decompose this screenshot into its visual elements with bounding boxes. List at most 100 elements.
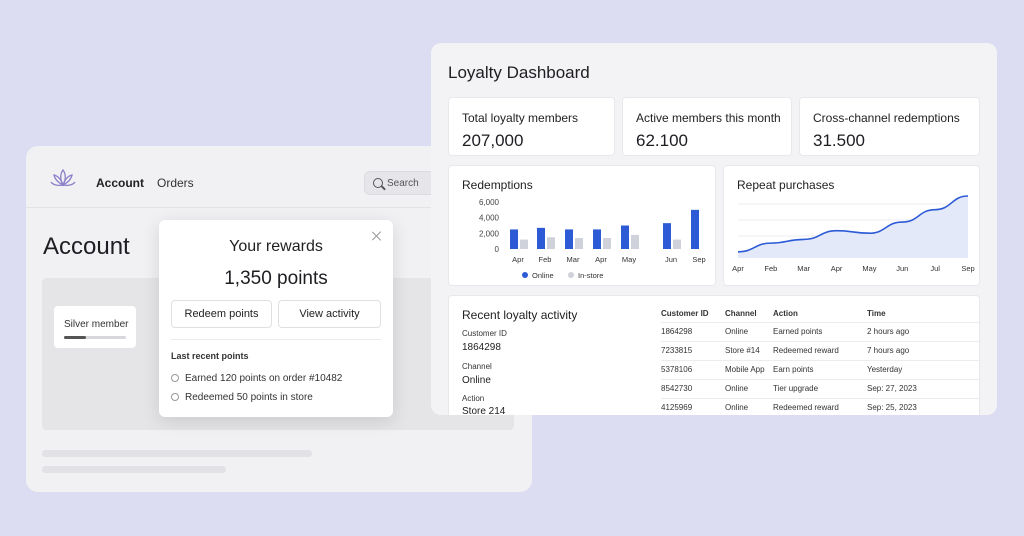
- recent-activity-card: Recent loyalty activity Customer ID 1864…: [448, 295, 981, 415]
- table-cell: Redeemed reward: [773, 340, 867, 360]
- x-tick-label: Sep: [961, 264, 974, 273]
- x-tick-label: Mar: [797, 264, 810, 273]
- table-cell: 4125969: [661, 397, 725, 415]
- table-cell: Earn points: [773, 359, 867, 379]
- recent-points-text: Redeemed 50 points in store: [185, 391, 313, 403]
- series-line: [737, 195, 969, 253]
- search-icon: [373, 178, 383, 188]
- y-tick-label: 4,000: [479, 214, 500, 223]
- redemptions-bar-chart: 0 2,000 4,000 6,000 Apr Feb Mar Apr May Jun Sep Onl…: [479, 198, 706, 280]
- table-cell: 5378106: [661, 359, 725, 379]
- stat-value: 31.500: [813, 131, 865, 150]
- chart-title: Repeat purchases: [737, 178, 835, 192]
- bar-in-store: [575, 238, 583, 249]
- lotus-logo-icon: [50, 168, 76, 187]
- y-tick-label: 2,000: [479, 229, 500, 238]
- detail-value: Online: [462, 375, 491, 386]
- table-cell: Mobile App: [725, 359, 773, 379]
- repeat-purchases-area-chart: Apr Feb Mar Apr May Jun Jul Sep: [732, 195, 975, 273]
- table-cell: Sep: 27, 2023: [867, 378, 981, 398]
- x-tick-label: Apr: [831, 264, 843, 273]
- detail-label: Customer ID: [462, 329, 507, 338]
- recent-points-item: Redeemed 50 points in store: [171, 390, 313, 404]
- x-tick-label: Sep: [692, 255, 705, 264]
- x-tick-label: Feb: [764, 264, 777, 273]
- table-cell: 8542730: [661, 378, 725, 398]
- circle-bullet-icon: [171, 374, 179, 382]
- recent-points-title: Last recent points: [171, 351, 249, 361]
- x-tick-label: Jul: [930, 264, 940, 273]
- area-fill: [738, 196, 968, 258]
- x-tick-label: Jun: [665, 255, 677, 264]
- table-cell: 7 hours ago: [867, 340, 981, 360]
- x-tick-label: Apr: [595, 255, 607, 264]
- table-cell: Online: [725, 397, 773, 415]
- table-row[interactable]: 1864298 Online Earned points 2 hours ago: [661, 321, 981, 341]
- detail-label: Action: [462, 394, 485, 403]
- dashboard-title: Loyalty Dashboard: [448, 63, 590, 82]
- table-cell: Sep: 25, 2023: [867, 397, 981, 415]
- table-row[interactable]: 8542730 Online Tier upgrade Sep: 27, 202…: [661, 378, 981, 398]
- table-cell: Store #14: [725, 340, 773, 360]
- bar-in-store: [547, 237, 555, 249]
- legend-swatch: [522, 272, 528, 278]
- rewards-title: Your rewards: [229, 238, 323, 255]
- bar-online: [663, 223, 671, 249]
- recent-points-text: Earned 120 points on order #10482: [185, 372, 343, 384]
- column-header: Time: [867, 309, 886, 319]
- nav-account-link[interactable]: Account: [96, 176, 144, 190]
- column-header: Channel: [725, 309, 757, 319]
- table-cell: 7233815: [661, 340, 725, 360]
- search-placeholder: Search: [387, 178, 419, 189]
- bar-in-store: [603, 238, 611, 249]
- table-header-row: Customer ID Channel Action Time: [661, 306, 981, 322]
- detail-value: 1864298: [462, 342, 501, 353]
- table-row[interactable]: 5378106 Mobile App Earn points Yesterday: [661, 359, 981, 379]
- x-tick-label: Jun: [896, 264, 908, 273]
- y-tick-label: 6,000: [479, 198, 500, 207]
- bar-in-store: [673, 239, 681, 249]
- x-tick-label: Apr: [732, 264, 744, 273]
- x-tick-label: Feb: [539, 255, 552, 264]
- member-tier-label: Silver member: [64, 319, 129, 330]
- stat-card-active-members: Active members this month 62.100: [622, 97, 792, 156]
- view-activity-button[interactable]: View activity: [278, 300, 381, 328]
- bar-in-store: [631, 234, 639, 249]
- bar-online: [691, 209, 699, 249]
- page-title: Account: [43, 233, 130, 260]
- table-cell: 2 hours ago: [867, 321, 981, 341]
- table-cell: Yesterday: [867, 359, 981, 379]
- legend-swatch: [568, 272, 574, 278]
- bar-online: [593, 229, 601, 249]
- bar-online: [565, 229, 573, 249]
- activity-title: Recent loyalty activity: [462, 308, 578, 322]
- stat-value: 207,000: [462, 131, 524, 150]
- bar-online: [510, 229, 518, 249]
- legend-label: In-store: [578, 271, 603, 280]
- redeem-points-button[interactable]: Redeem points: [171, 300, 272, 328]
- divider: [171, 339, 381, 340]
- bar-in-store: [520, 239, 528, 249]
- activity-table: Customer ID Channel Action Time 1864298 …: [661, 306, 981, 415]
- member-tier-card: Silver member: [54, 306, 136, 348]
- stat-label: Total loyalty members: [462, 111, 579, 125]
- table-row[interactable]: 7233815 Store #14 Redeemed reward 7 hour…: [661, 340, 981, 360]
- stat-value: 62.100: [636, 131, 688, 150]
- y-tick-label: 0: [495, 245, 500, 254]
- table-cell: Online: [725, 321, 773, 341]
- x-tick-label: Apr: [512, 255, 524, 264]
- circle-bullet-icon: [171, 393, 179, 401]
- skeleton-line: [42, 466, 226, 473]
- nav-orders-link[interactable]: Orders: [157, 176, 194, 190]
- rewards-points: 1,350 points: [224, 268, 328, 289]
- table-cell: 1864298: [661, 321, 725, 341]
- column-header: Customer ID: [661, 309, 709, 319]
- detail-value: Store 214: [462, 406, 506, 415]
- x-tick-label: May: [622, 255, 636, 264]
- chart-title: Redemptions: [462, 178, 533, 192]
- table-row[interactable]: 4125969 Online Redeemed reward Sep: 25, …: [661, 397, 981, 415]
- column-header: Action: [773, 309, 798, 319]
- repeat-purchases-chart-card: Repeat purchases Apr Feb Mar Apr May Jun Jul Se…: [723, 165, 980, 286]
- x-tick-label: May: [862, 264, 876, 273]
- tier-progress-bar: [64, 336, 126, 339]
